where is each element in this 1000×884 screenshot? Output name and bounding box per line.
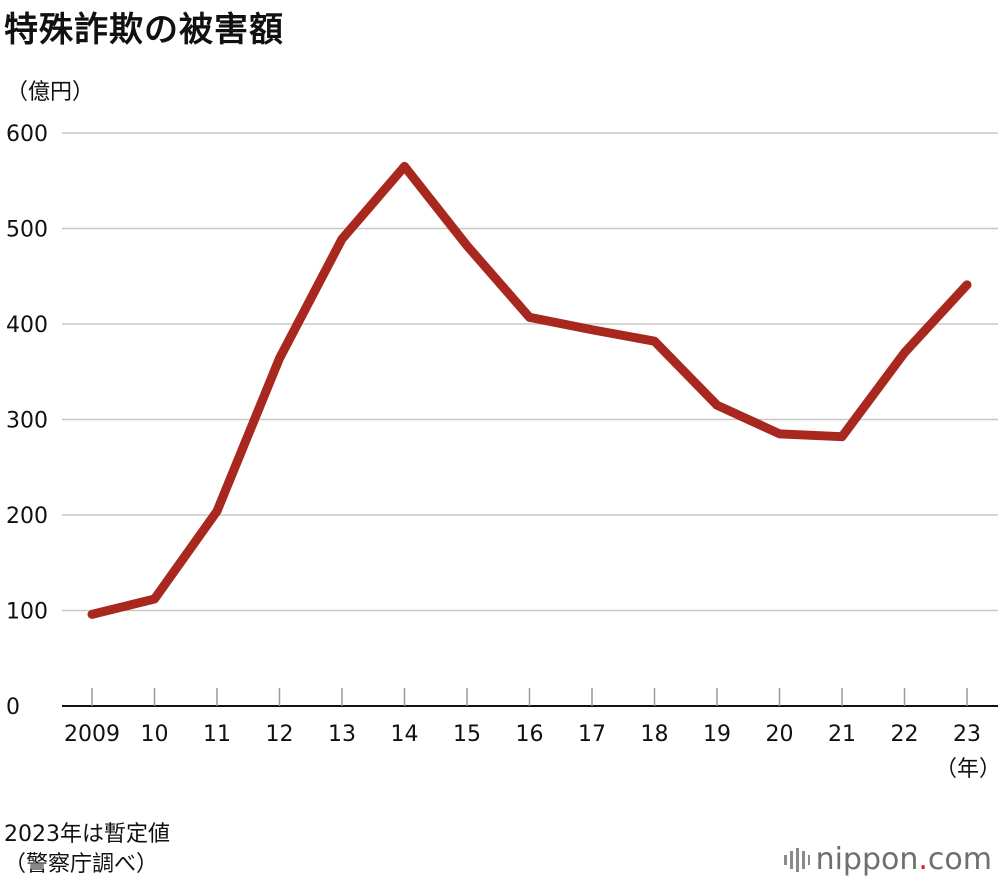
x-tick-label: 22 xyxy=(891,722,919,747)
y-axis-unit-label: （億円） xyxy=(6,80,95,105)
x-axis-unit-label: （年） xyxy=(935,757,1000,782)
x-tick-label: 13 xyxy=(328,722,356,747)
brand-name: nippon xyxy=(815,842,919,877)
brand-logo: nippon. com xyxy=(783,842,992,877)
x-tick-label: 11 xyxy=(203,722,231,747)
bars-icon xyxy=(783,847,810,872)
y-tick-label: 0 xyxy=(6,695,20,720)
x-tick-label: 20 xyxy=(766,722,794,747)
chart-title: 特殊詐欺の被害額 xyxy=(4,10,284,50)
y-tick-label: 600 xyxy=(6,122,48,147)
x-tick-label: 15 xyxy=(453,722,481,747)
y-tick-labels: 0 100 200 300 400 500 600 xyxy=(6,122,48,720)
x-tick-label: 18 xyxy=(641,722,669,747)
brand-tld: com xyxy=(927,842,992,877)
x-tick-labels: 2009 10 11 12 13 14 15 16 17 18 19 20 21 22 23 xyxy=(64,722,981,747)
series-line xyxy=(87,161,972,619)
x-tick-label: 19 xyxy=(703,722,731,747)
x-tick-label: 12 xyxy=(266,722,294,747)
series-layer xyxy=(87,161,972,619)
y-tick-label: 500 xyxy=(6,218,48,243)
x-tick-label: 2009 xyxy=(64,722,120,747)
footnote: 2023年は暫定値 （警察庁調べ） xyxy=(4,820,170,880)
brand-dot: . xyxy=(918,842,928,877)
footnote-source: （警察庁調べ） xyxy=(4,852,159,877)
x-axis xyxy=(62,688,998,707)
x-tick-label: 10 xyxy=(141,722,169,747)
footnote-provisional: 2023年は暫定値 xyxy=(4,822,170,847)
y-tick-label: 400 xyxy=(6,313,48,338)
x-tick-label: 16 xyxy=(516,722,544,747)
y-tick-label: 200 xyxy=(6,504,48,529)
y-tick-label: 300 xyxy=(6,409,48,434)
x-tick-label: 17 xyxy=(578,722,606,747)
x-tick-label: 14 xyxy=(391,722,419,747)
y-tick-label: 100 xyxy=(6,600,48,625)
x-tick-label: 23 xyxy=(953,722,981,747)
gridlines xyxy=(62,132,998,612)
x-tick-label: 21 xyxy=(828,722,856,747)
